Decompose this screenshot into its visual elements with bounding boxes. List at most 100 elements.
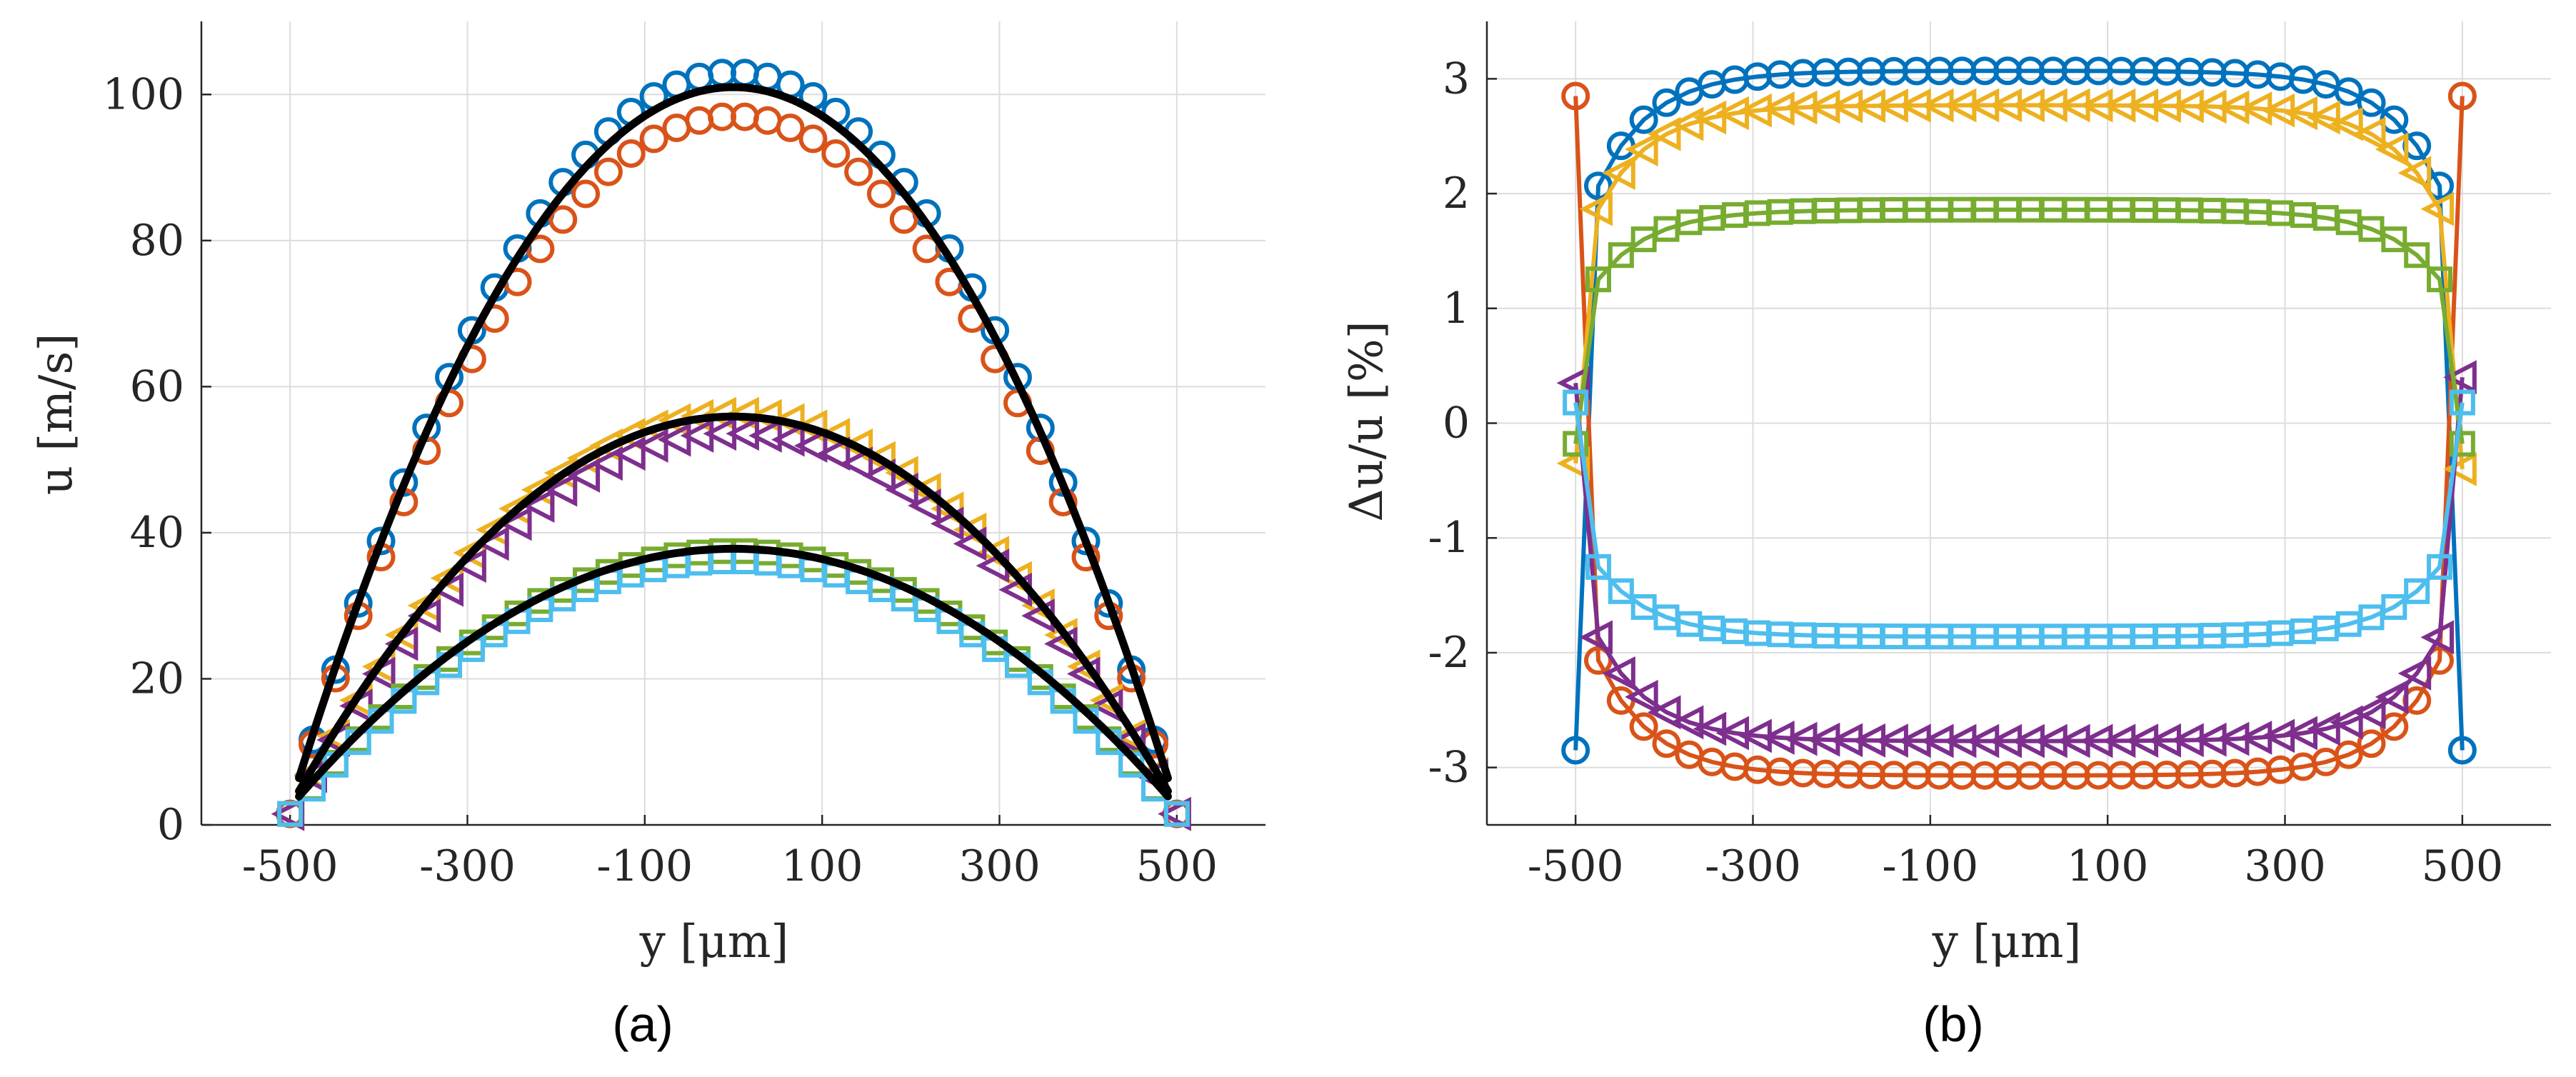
- b-tick-labels: -500 -300 -100 100 300 500 -3 -2 -1 0 1 2 3: [1428, 54, 2504, 891]
- a-series-2-point: [616, 139, 646, 168]
- a-fit-3-line: [295, 544, 1172, 801]
- b-y-tick-label: -1: [1428, 513, 1470, 563]
- b-series-4-point: [1602, 656, 1635, 691]
- b-series-4-point: [1670, 705, 1704, 740]
- panel-b: -500 -300 -100 100 300 500 -3 -2 -1 0 1 2 3 y [μm] Δ…: [1340, 21, 2551, 1052]
- b-series-3-point: [2307, 100, 2340, 135]
- b-series-4-point: [2307, 711, 2340, 746]
- b-series-3-point: [1625, 132, 1658, 167]
- b-series-1-point: [1561, 736, 1590, 765]
- a-series-4-point: [589, 446, 623, 481]
- b-x-tick-label: 300: [2244, 841, 2326, 891]
- b-x-tick-label: 500: [2422, 841, 2504, 891]
- a-series-3-point: [839, 428, 873, 463]
- b-series-1-point: [2357, 88, 2386, 117]
- b-series-3-point: [2420, 191, 2454, 226]
- b-series-3-point: [1670, 106, 1704, 141]
- a-series-2-point: [776, 114, 805, 143]
- b-series-5-point: [1563, 431, 1589, 457]
- b-series-6-point: [1563, 389, 1589, 416]
- a-x-tick-label: 100: [781, 841, 863, 891]
- a-series-4-point: [612, 436, 646, 471]
- a-series-1-point: [1071, 526, 1101, 556]
- b-series-2-point: [1561, 81, 1590, 111]
- a-series-4-point: [908, 489, 941, 523]
- a-fit-3: [295, 544, 1172, 801]
- a-series-2-point: [548, 205, 578, 234]
- b-series-3-point: [2375, 132, 2409, 167]
- a-series-1-point: [366, 526, 396, 556]
- a-series-6-point: [1163, 801, 1190, 827]
- a-y-axis-label: u [m/s]: [30, 334, 83, 496]
- b-series-5: [1563, 196, 2475, 457]
- b-x-tick-label: -500: [1528, 841, 1624, 891]
- b-series-3: [1556, 88, 2477, 486]
- a-y-tick-label: 0: [157, 800, 184, 850]
- b-series-6-point: [2449, 389, 2475, 416]
- a-x-tick-label: 300: [958, 841, 1041, 891]
- a-series-3-point: [793, 409, 828, 444]
- b-y-tick-label: 3: [1443, 54, 1470, 104]
- b-series-6-point: [1608, 578, 1634, 604]
- b-axes: [1485, 21, 2551, 826]
- b-y-axis-label: Δu/u [%]: [1340, 321, 1393, 521]
- b-series-6-point: [1585, 553, 1612, 580]
- b-x-axis-label: y [μm]: [1932, 916, 2082, 968]
- b-series-5-point: [2404, 242, 2430, 269]
- a-series-2-point: [889, 205, 918, 234]
- b-series-3-point: [1647, 116, 1681, 151]
- b-series-6-point: [2404, 578, 2430, 604]
- a-x-tick-label: -300: [419, 841, 516, 891]
- a-series-2-point: [593, 157, 623, 186]
- a-y-tick-label: 80: [130, 216, 184, 266]
- a-series-4-point: [862, 459, 896, 493]
- b-y-tick-label: 2: [1443, 169, 1470, 219]
- a-fit-1: [295, 83, 1172, 782]
- a-series-3-point: [885, 456, 918, 491]
- b-series-6-point: [2381, 593, 2407, 620]
- b-x-tick-label: -100: [1882, 841, 1978, 891]
- b-series-4-point: [2352, 695, 2386, 730]
- b-series-1-point: [1629, 105, 1658, 134]
- b-series-3-point: [2352, 116, 2386, 151]
- b-series-2-point: [2447, 81, 2477, 111]
- a-series-4-point: [476, 526, 509, 561]
- b-x-tick-label: -300: [1705, 841, 1801, 891]
- a-series-4-point: [793, 429, 828, 463]
- b-series-3-point: [1602, 156, 1635, 191]
- a-y-tick-label: 60: [130, 361, 184, 411]
- a-series-4-point: [816, 436, 851, 471]
- b-series-3-point: [2443, 451, 2477, 486]
- a-series-4-point: [566, 459, 601, 493]
- b-y-tick-label: -3: [1428, 743, 1470, 793]
- a-data-marks: [271, 59, 1191, 831]
- a-y-tick-label: 20: [130, 653, 184, 703]
- panel-a: -500 -300 -100 100 300 500 0 20 40 60 80 100 y [μm]…: [30, 21, 1266, 1052]
- a-x-tick-label: 500: [1136, 841, 1218, 891]
- a-series-2-point: [866, 179, 896, 209]
- b-y-tick-label: 0: [1443, 399, 1470, 449]
- a-series-4-point: [885, 472, 918, 507]
- a-series-4-point: [839, 446, 873, 481]
- b-series-5-point: [1608, 242, 1634, 269]
- a-x-axis-label: y [μm]: [639, 916, 789, 968]
- b-series-5-point: [2381, 226, 2407, 253]
- b-series-1-point: [2334, 77, 2363, 106]
- a-x-tick-label: -500: [242, 841, 339, 891]
- a-series-2-point: [526, 234, 555, 264]
- a-series-2-point: [844, 157, 873, 186]
- a-axes: [200, 21, 1266, 826]
- b-series-4-point: [1625, 679, 1658, 714]
- a-tick-labels: -500 -300 -100 100 300 500 0 20 40 60 80 100: [102, 69, 1218, 891]
- b-series-1-point: [1652, 88, 1681, 117]
- b-series-2-point: [2357, 729, 2386, 758]
- b-series-2-point: [1629, 712, 1658, 741]
- b-series-4-point: [2397, 656, 2432, 691]
- b-y-tick-label: 1: [1443, 284, 1470, 334]
- a-series-3-point: [816, 418, 851, 452]
- b-series-2-point: [2334, 740, 2363, 769]
- b-series-4-point: [2420, 620, 2454, 655]
- a-x-tick-label: -100: [596, 841, 693, 891]
- b-series-4-point: [2443, 360, 2477, 395]
- b-series-4-point: [2375, 679, 2409, 714]
